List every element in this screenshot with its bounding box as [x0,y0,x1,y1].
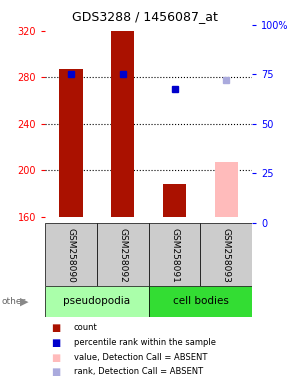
Text: ■: ■ [51,367,60,377]
Text: GSM258092: GSM258092 [118,228,127,283]
Text: ■: ■ [51,338,60,348]
Text: GSM258091: GSM258091 [170,228,179,283]
Bar [215,162,238,217]
Bar [97,223,148,286]
Bar [148,286,252,317]
Text: GDS3288 / 1456087_at: GDS3288 / 1456087_at [72,10,218,23]
Bar [111,31,134,217]
Text: ■: ■ [51,323,60,333]
Bar [200,223,252,286]
Bar [148,223,200,286]
Text: value, Detection Call = ABSENT: value, Detection Call = ABSENT [74,353,207,361]
Text: rank, Detection Call = ABSENT: rank, Detection Call = ABSENT [74,367,203,376]
Bar [45,223,97,286]
Text: count: count [74,323,98,332]
Bar [163,184,186,217]
Text: GSM258093: GSM258093 [222,228,231,283]
Text: cell bodies: cell bodies [173,296,229,306]
Bar [45,286,148,317]
Bar [59,69,83,217]
Text: GSM258090: GSM258090 [66,228,75,283]
Text: pseudopodia: pseudopodia [63,296,130,306]
Text: other: other [1,297,26,306]
Text: ▶: ▶ [20,296,28,306]
Text: percentile rank within the sample: percentile rank within the sample [74,338,216,347]
Text: ■: ■ [51,353,60,362]
